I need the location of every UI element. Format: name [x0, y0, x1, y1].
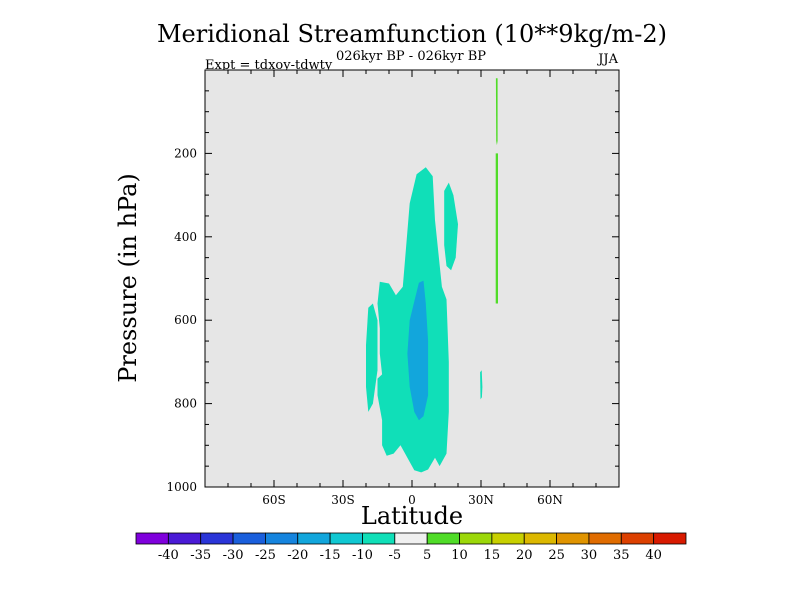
x-tick-label-0: 60S [262, 493, 286, 507]
colorbar-label-13: 30 [581, 548, 598, 563]
y-tick-label-3: 800 [174, 397, 197, 411]
colorbar-label-10: 15 [484, 548, 501, 563]
colorbar-swatch-12 [523, 532, 557, 545]
colorbar-swatch-1 [167, 532, 202, 545]
colorbar-swatch-3 [232, 532, 266, 545]
colorbar-label-9: 10 [451, 548, 468, 563]
colorbar-label-8: 5 [423, 548, 431, 563]
axis-ticks: 60S 30S 0 30N 60N 200 400 600 800 1000 [166, 70, 619, 507]
colorbar-swatch-11 [491, 532, 525, 545]
colorbar-label-3: -25 [255, 548, 276, 563]
x-axis-label: Latitude [361, 502, 463, 530]
x-tick-label-1: 30S [331, 493, 355, 507]
colorbar-swatch-15 [620, 532, 655, 545]
y-tick-label-4: 1000 [166, 480, 197, 494]
colorbar-label-6: -10 [352, 548, 373, 563]
chart-title: Meridional Streamfunction (10**9kg/m-2) [157, 20, 667, 48]
colorbar-swatch-14 [588, 532, 622, 545]
y-tick-label-0: 200 [174, 146, 197, 160]
y-tick-label-2: 600 [174, 313, 197, 327]
contour-region-2 [444, 182, 458, 271]
y-tick-label-1: 400 [174, 230, 197, 244]
contour-layer [366, 78, 498, 473]
colorbar-swatch-8 [394, 532, 428, 545]
contour-region-1 [366, 303, 378, 412]
colorbar-swatch-2 [200, 532, 234, 545]
x-tick-label-2: 0 [408, 493, 416, 507]
x-tick-label-4: 60N [537, 493, 563, 507]
contour-region-3 [480, 370, 483, 400]
colorbar-label-1: -35 [190, 548, 211, 563]
colorbar: -40 -35 -30 -25 -20 -15 -10 -5 5 10 15 20 25 30 35 40 [135, 532, 687, 563]
colorbar-label-11: 20 [516, 548, 533, 563]
colorbar-label-12: 25 [548, 548, 565, 563]
x-tick-label-3: 30N [468, 493, 494, 507]
colorbar-label-2: -30 [223, 548, 244, 563]
contour-region-4 [407, 280, 429, 421]
colorbar-label-14: 35 [613, 548, 630, 563]
chart-subtitle: 026kyr BP - 026kyr BP [336, 49, 486, 64]
colorbar-swatch-7 [362, 532, 396, 545]
colorbar-label-7: -5 [388, 548, 401, 563]
colorbar-swatch-16 [653, 532, 687, 545]
colorbar-swatch-10 [459, 532, 493, 545]
y-axis-label: Pressure (in hPa) [114, 173, 142, 383]
colorbar-swatch-9 [426, 532, 460, 545]
colorbar-swatch-13 [556, 532, 590, 545]
colorbar-swatch-0 [135, 532, 169, 545]
experiment-label: Expt = tdxoy-tdwty [205, 58, 333, 73]
season-label: JJA [596, 52, 618, 67]
colorbar-swatch-6 [329, 532, 363, 545]
contour-region-6 [495, 153, 498, 304]
colorbar-label-4: -20 [287, 548, 308, 563]
colorbar-label-5: -15 [320, 548, 341, 563]
colorbar-label-15: 40 [645, 548, 662, 563]
colorbar-swatch-5 [297, 532, 331, 545]
contour-region-5 [495, 78, 498, 146]
colorbar-swatch-4 [265, 532, 299, 545]
colorbar-label-0: -40 [158, 548, 179, 563]
